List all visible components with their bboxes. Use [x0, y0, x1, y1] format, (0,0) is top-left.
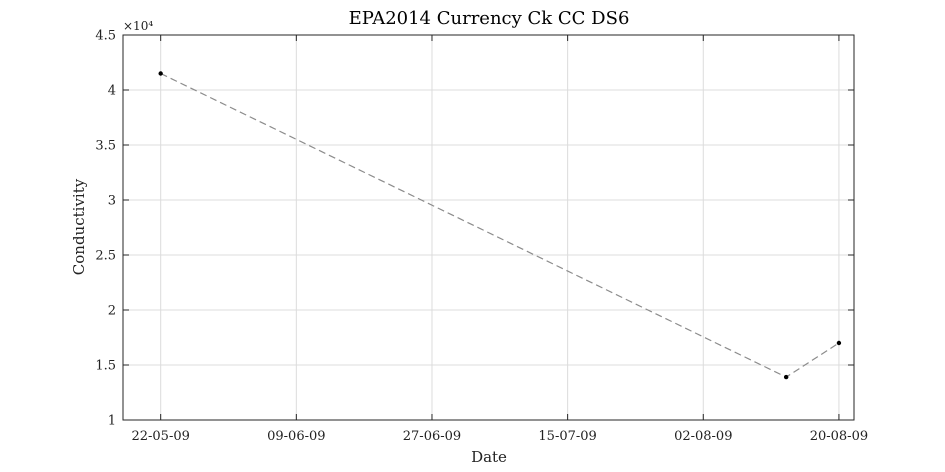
y-tick-label: 1 — [108, 414, 116, 429]
data-point — [158, 71, 163, 76]
x-axis-tick-labels: 22-05-09 09-06-09 27-06-09 15-07-09 02-08-09… — [131, 429, 868, 444]
y-tick-label: 2.5 — [95, 249, 116, 264]
y-tick-label: 3.5 — [95, 139, 116, 154]
y-tick-label: 1.5 — [95, 359, 116, 374]
x-tick-label: 09-06-09 — [267, 429, 325, 444]
y-tick-label: 2 — [108, 304, 116, 319]
chart-title: EPA2014 Currency Ck CC DS6 — [349, 8, 630, 29]
series-layer — [158, 71, 842, 380]
data-point — [836, 340, 842, 346]
x-tick-label: 02-08-09 — [674, 429, 732, 444]
plot-frame — [122, 34, 855, 421]
data-point — [783, 374, 789, 380]
x-axis-label: Date — [471, 448, 507, 466]
y-tick-label: 3 — [108, 194, 116, 209]
axis-ticks — [123, 34, 854, 421]
y-axis-exponent-label: ×10⁴ — [123, 19, 153, 33]
x-tick-label: 27-06-09 — [403, 429, 461, 444]
x-tick-label: 22-05-09 — [131, 429, 189, 444]
y-axis-label: Conductivity — [70, 178, 88, 275]
y-axis-tick-labels: 1 1.5 2 2.5 3 3.5 4 4.5 — [95, 29, 116, 429]
x-tick-label: 15-07-09 — [538, 429, 596, 444]
y-tick-label: 4 — [108, 84, 116, 99]
x-tick-label: 20-08-09 — [810, 429, 868, 444]
y-tick-label: 4.5 — [95, 29, 116, 44]
